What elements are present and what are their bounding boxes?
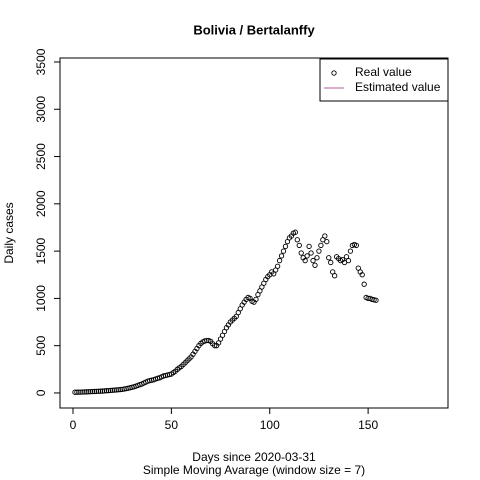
- point: [328, 259, 334, 266]
- point: [280, 248, 287, 254]
- y-tick-label: 3000: [34, 96, 48, 123]
- point: [353, 242, 359, 249]
- x-tick-label: 100: [260, 418, 280, 432]
- subtitle: Simple Moving Avarage (window size = 7): [143, 463, 365, 477]
- point: [276, 257, 283, 264]
- point: [310, 257, 316, 264]
- point: [316, 248, 322, 254]
- y-tick-label: 0: [34, 389, 48, 396]
- point: [91, 388, 98, 395]
- point: [253, 296, 259, 302]
- x-axis-label: Days since 2020-03-31: [192, 450, 316, 464]
- y-tick-label: 1000: [34, 285, 48, 312]
- point: [88, 388, 94, 395]
- point: [274, 263, 281, 269]
- point: [359, 272, 365, 278]
- point: [373, 297, 379, 303]
- point: [97, 388, 104, 394]
- point: [298, 250, 304, 256]
- point: [296, 242, 302, 249]
- plot-frame: [59, 57, 449, 409]
- legend-label: Estimated value: [355, 80, 441, 94]
- point: [78, 389, 84, 395]
- point: [282, 243, 289, 250]
- point: [312, 262, 318, 268]
- x-tick-label: 0: [70, 418, 77, 432]
- point: [80, 389, 86, 395]
- x-tick-label: 150: [358, 418, 378, 432]
- y-tick-label: 1500: [34, 237, 48, 264]
- point: [332, 273, 338, 279]
- x-tick-label: 50: [165, 418, 179, 432]
- point: [278, 253, 285, 259]
- point: [302, 257, 308, 264]
- point: [322, 233, 328, 239]
- y-axis-label: Daily cases: [2, 202, 16, 263]
- point: [95, 388, 102, 394]
- point: [90, 388, 96, 395]
- point: [318, 242, 324, 249]
- legend-label: Real value: [355, 65, 412, 79]
- point: [76, 389, 82, 395]
- legend-box: [319, 58, 449, 102]
- point: [306, 243, 312, 250]
- point: [361, 281, 367, 287]
- point: [74, 389, 80, 395]
- point: [101, 388, 108, 394]
- chart-title: Bolivia / Bertalanffy: [193, 22, 315, 37]
- y-tick-label: 2000: [34, 190, 48, 217]
- y-tick-label: 500: [34, 335, 48, 355]
- point: [347, 248, 354, 254]
- y-tick-label: 3500: [34, 48, 48, 75]
- point: [294, 237, 300, 243]
- point: [107, 387, 114, 394]
- point: [72, 389, 78, 395]
- point: [314, 255, 320, 261]
- point: [324, 239, 330, 245]
- point: [345, 257, 352, 264]
- point: [86, 389, 92, 395]
- point: [326, 255, 332, 261]
- y-tick-label: 2500: [34, 143, 48, 170]
- point: [82, 389, 88, 395]
- point: [93, 388, 100, 395]
- point: [84, 389, 90, 395]
- point: [304, 253, 310, 259]
- legend-marker: [331, 70, 337, 76]
- point: [211, 343, 218, 349]
- point: [109, 387, 115, 393]
- point: [308, 250, 314, 256]
- point: [103, 388, 110, 394]
- point: [292, 229, 298, 235]
